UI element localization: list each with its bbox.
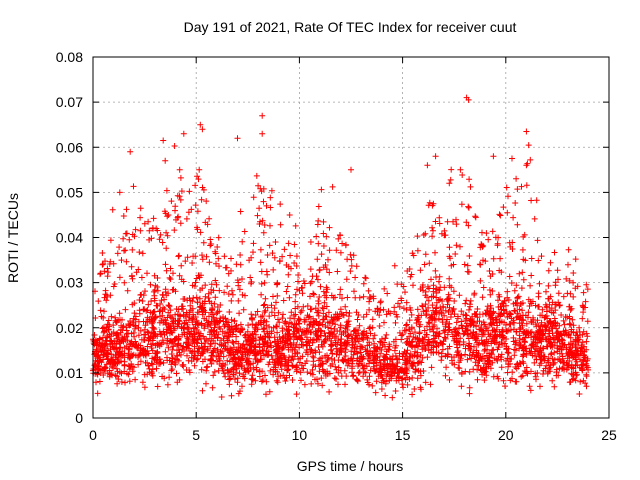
y-tick-label: 0.02 bbox=[56, 320, 83, 336]
y-tick-label: 0.01 bbox=[56, 365, 83, 381]
y-tick-label: 0 bbox=[75, 410, 83, 426]
x-tick-label: 20 bbox=[498, 427, 514, 443]
y-axis-label: ROTI / TECUs bbox=[5, 193, 21, 283]
y-tick-label: 0.06 bbox=[56, 139, 83, 155]
y-tick-label: 0.08 bbox=[56, 49, 83, 65]
x-tick-label: 10 bbox=[292, 427, 308, 443]
x-axis-label: GPS time / hours bbox=[297, 458, 404, 474]
y-tick-label: 0.07 bbox=[56, 94, 83, 110]
x-tick-label: 15 bbox=[395, 427, 411, 443]
axis-ticks: 0 0.01 0.02 0.03 0.04 0.05 0.06 0.07 0.08 0 5 10 15 2… bbox=[56, 49, 617, 443]
y-tick-label: 0.05 bbox=[56, 184, 83, 200]
x-tick-label: 25 bbox=[601, 427, 617, 443]
x-tick-label: 0 bbox=[89, 427, 97, 443]
chart-title: Day 191 of 2021, Rate Of TEC Index for r… bbox=[184, 19, 517, 35]
x-tick-label: 5 bbox=[192, 427, 200, 443]
y-tick-label: 0.04 bbox=[56, 230, 83, 246]
y-tick-label: 0.03 bbox=[56, 275, 83, 291]
roti-series-points bbox=[90, 94, 592, 401]
data-points bbox=[90, 94, 592, 401]
